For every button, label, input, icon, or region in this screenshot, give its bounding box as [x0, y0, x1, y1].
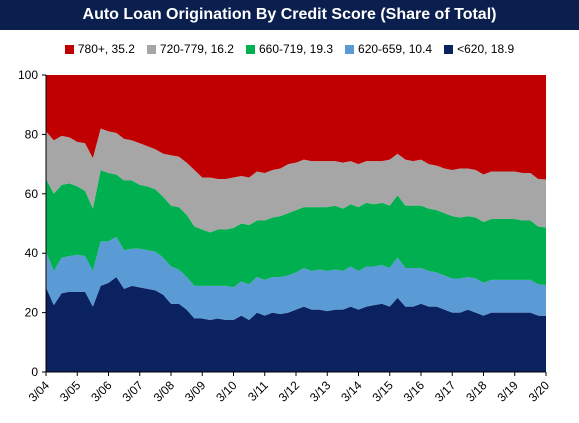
- y-tick-label: 80: [25, 127, 39, 141]
- area-620-659: [46, 236, 546, 321]
- area-layers: [46, 75, 546, 372]
- x-tick-label: 3/15: [369, 378, 396, 405]
- x-tick-label: 3/18: [463, 378, 490, 405]
- x-tick-label: 3/20: [526, 378, 553, 405]
- x-tick-label: 3/04: [26, 378, 53, 405]
- x-tick-label: 3/11: [245, 378, 271, 404]
- chart-title: Auto Loan Origination By Credit Score (S…: [0, 0, 579, 30]
- area-660-719: [46, 170, 546, 288]
- x-tick-label: 3/06: [88, 378, 115, 405]
- y-tick-label: 40: [25, 246, 39, 260]
- legend-item-620-659: 620-659, 10.4: [345, 42, 432, 56]
- legend: 780+, 35.2 720-779, 16.2 660-719, 19.3 6…: [0, 38, 579, 60]
- legend-label-660-719: 660-719, 19.3: [258, 42, 334, 56]
- x-tick-label: 3/13: [307, 378, 334, 405]
- x-tick-label: 3/19: [494, 378, 521, 405]
- legend-item-660-719: 660-719, 19.3: [245, 42, 334, 56]
- legend-swatch-620-659: [345, 44, 355, 54]
- x-tick-label: 3/09: [182, 378, 209, 405]
- area-720-779: [46, 128, 546, 233]
- legend-swatch-720-779: [146, 44, 156, 54]
- legend-swatch-660-719: [245, 44, 255, 54]
- area-780-plus: [46, 75, 546, 180]
- x-tick-label: 3/08: [151, 378, 178, 405]
- legend-swatch-under-620: [444, 44, 454, 54]
- legend-label-720-779: 720-779, 16.2: [159, 42, 234, 56]
- area-under-620: [46, 276, 546, 372]
- y-tick-label: 60: [25, 187, 39, 201]
- legend-label-780-plus: 780+, 35.2: [77, 42, 135, 56]
- x-tick-label: 3/14: [338, 378, 365, 405]
- x-tick-label: 3/05: [57, 378, 84, 405]
- x-tick-label: 3/07: [119, 378, 146, 405]
- y-tick-label: 0: [31, 365, 38, 379]
- x-tick-label: 3/17: [432, 378, 459, 405]
- x-tick-label: 3/16: [401, 378, 428, 405]
- x-tick-label: 3/12: [276, 378, 303, 405]
- x-tick-label: 3/10: [213, 378, 240, 405]
- legend-item-under-620: <620, 18.9: [444, 42, 514, 56]
- legend-item-780-plus: 780+, 35.2: [64, 42, 135, 56]
- y-tick-label: 100: [18, 68, 38, 82]
- y-tick-label: 20: [25, 306, 39, 320]
- legend-label-620-659: 620-659, 10.4: [358, 42, 433, 56]
- legend-item-720-779: 720-779, 16.2: [146, 42, 234, 56]
- legend-swatch-780-plus: [64, 44, 74, 54]
- legend-label-under-620: <620, 18.9: [457, 42, 515, 56]
